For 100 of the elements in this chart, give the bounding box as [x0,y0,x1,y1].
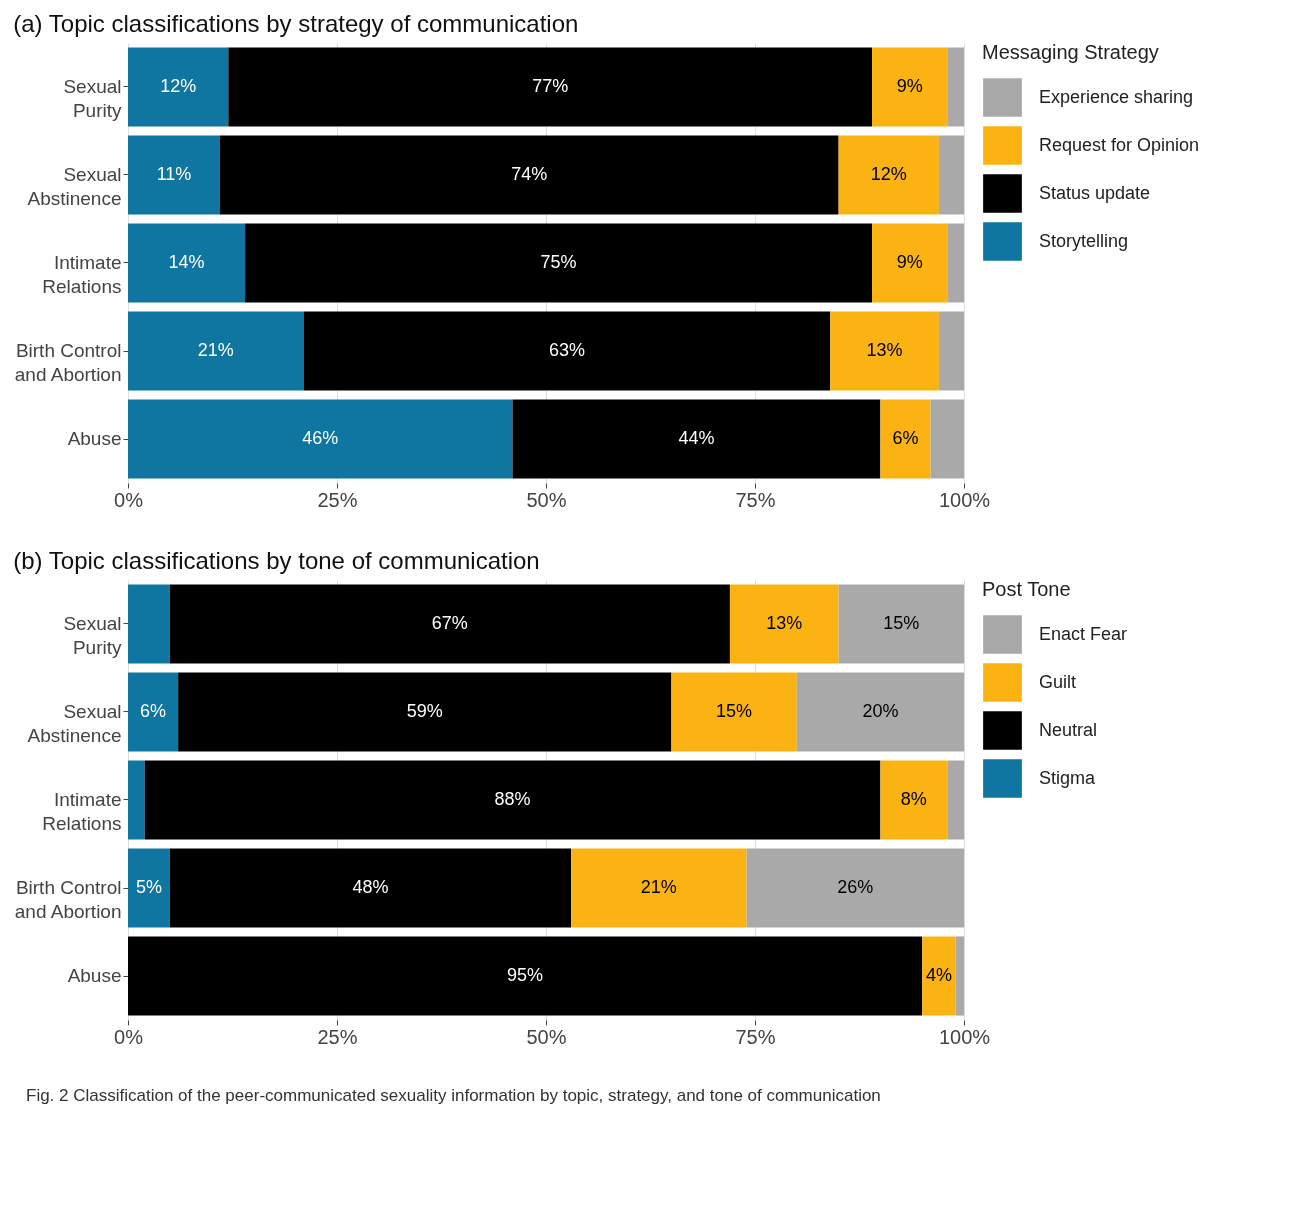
bar [872,47,948,127]
data-label: 74% [511,164,548,184]
x-tick-label: 50% [526,488,567,511]
bar [169,584,730,664]
bar [228,47,873,127]
bar [938,135,964,215]
data-label: 14% [168,252,205,272]
bar [128,47,229,127]
x-tick-label: 100% [938,1025,991,1048]
data-label: 44% [678,428,715,448]
data-label: 11% [156,164,192,184]
bar [128,399,513,479]
bar [838,584,964,664]
data-label: 67% [431,613,468,633]
legend-label: Storytelling [1039,230,1129,251]
data-label: 95% [507,965,544,985]
bar [178,672,672,752]
data-label: 26% [837,877,874,897]
bar [671,672,797,752]
bar [512,399,881,479]
bar [128,672,179,752]
data-label: 59% [406,701,443,721]
bar [128,760,145,840]
legend-label: Experience sharing [1039,86,1194,107]
legend-label: Stigma [1039,767,1097,788]
data-label: 9% [896,252,923,272]
data-label: 9% [896,76,923,96]
y-tick-label: Intimate Relations [42,789,122,834]
data-label: 15% [716,701,753,721]
bar [880,760,948,840]
y-tick-label: Birth Control and Abortion [14,340,122,385]
data-label: 6% [140,701,167,721]
bar [880,399,931,479]
y-tick-label: Sexual Abstinence [27,701,122,746]
y-tick-label: Abuse [67,965,122,986]
data-label: 13% [766,613,803,633]
legend-title: Messaging Strategy [982,41,1159,63]
bar [872,223,948,303]
bar [955,936,964,1016]
data-label: 75% [540,252,577,272]
legend-label: Request for Opinion [1039,134,1200,155]
bar [930,399,964,479]
data-label: 4% [925,965,952,985]
legend-label: Status update [1039,182,1151,203]
bar [169,848,572,928]
data-label: 63% [548,340,585,360]
data-label: 5% [135,877,162,897]
x-tick-label: 100% [938,488,991,511]
bar [938,311,964,391]
bar [303,311,831,391]
legend-label: Guilt [1039,671,1077,692]
caption: Fig. 2 Classification of the peer-communicated sexuality information by topic, strategy, and tone of communication [26,1086,882,1106]
x-tick-label: 0% [114,1025,144,1048]
y-tick-label: Sexual Purity [63,613,122,658]
bar [128,584,170,664]
x-tick-label: 75% [735,488,776,511]
y-tick-label: Intimate Relations [42,252,122,297]
x-tick-label: 25% [317,488,358,511]
data-label: 15% [883,613,920,633]
data-label: 21% [640,877,677,897]
bar [947,760,964,840]
bar [922,936,956,1016]
data-label: 21% [197,340,234,360]
bar [128,311,304,391]
bar [128,848,170,928]
data-label: 88% [494,789,531,809]
legend-label: Neutral [1039,719,1098,740]
bar [796,672,964,752]
bar [571,848,747,928]
y-tick-label: Abuse [67,428,122,449]
bar [947,223,964,303]
bar [245,223,873,303]
bar [746,848,964,928]
legend-title: Post Tone [982,578,1071,600]
data-label: 46% [302,428,339,448]
data-label: 12% [870,164,907,184]
data-label: 8% [900,789,927,809]
chart-title: (b) Topic classifications by tone of communication [13,547,540,574]
legend-label: Enact Fear [1039,623,1128,644]
data-label: 6% [892,428,919,448]
y-tick-label: Birth Control and Abortion [14,877,122,922]
x-tick-label: 50% [526,1025,567,1048]
data-label: 13% [866,340,903,360]
y-tick-label: Sexual Purity [63,76,122,121]
bar [144,760,881,840]
bar [947,47,964,127]
data-label: 12% [160,76,197,96]
data-label: 20% [862,701,899,721]
chart-title: (a) Topic classifications by strategy of communication [13,10,579,37]
x-tick-label: 25% [317,1025,358,1048]
x-tick-label: 75% [735,1025,776,1048]
y-tick-label: Sexual Abstinence [27,164,122,209]
bar [838,135,939,215]
bar [128,936,923,1016]
bar [128,223,246,303]
data-label: 48% [352,877,389,897]
x-tick-label: 0% [114,488,144,511]
bar [128,135,220,215]
bar [830,311,939,391]
bar [219,135,839,215]
